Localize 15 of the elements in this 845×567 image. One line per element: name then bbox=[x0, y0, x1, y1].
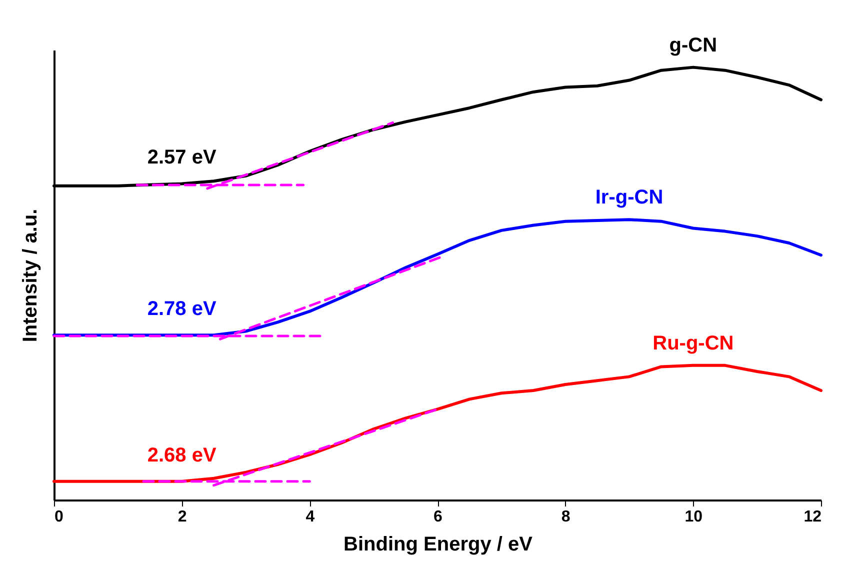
series-label: g-CN bbox=[669, 34, 718, 56]
x-tick-label: 12 bbox=[804, 508, 822, 526]
series-label: Ru-g-CN bbox=[652, 332, 734, 354]
annotation: 2.78 eV bbox=[147, 298, 217, 320]
x-tick-label: 6 bbox=[434, 508, 443, 526]
x-tick-label: 10 bbox=[684, 508, 703, 526]
annotation: 2.57 eV bbox=[147, 146, 217, 169]
x-axis-title: Binding Energy / eV bbox=[344, 534, 534, 556]
x-tick-label: 0 bbox=[54, 508, 64, 526]
series-label: Ir-g-CN bbox=[595, 186, 664, 209]
x-tick-label: 4 bbox=[306, 508, 315, 526]
annotation: 2.68 eV bbox=[147, 444, 217, 466]
x-tick-label: 2 bbox=[178, 508, 187, 526]
x-tick-label: 8 bbox=[561, 508, 570, 526]
y-axis-title: Intensity / a.u. bbox=[20, 208, 42, 342]
